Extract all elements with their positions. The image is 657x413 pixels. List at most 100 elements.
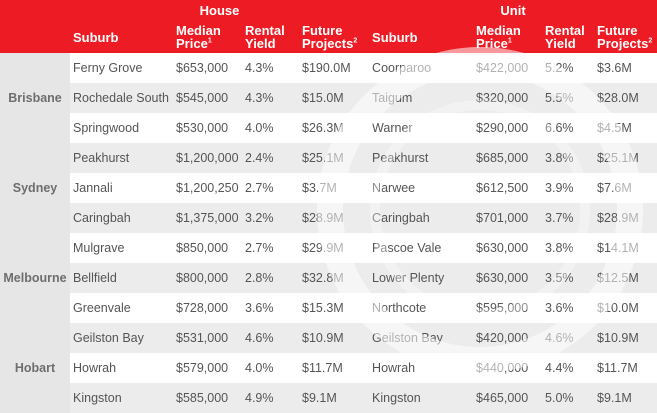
house-rental-yield-cell: 4.9% [242,383,299,413]
rental-label-line1: Rental [545,23,585,38]
group-header-unit: Unit [369,0,657,21]
house-median-price-cell: $531,000 [173,323,242,353]
house-future-projects-cell: $29.9M [299,233,370,263]
unit-suburb-cell: Howrah [369,353,474,383]
unit-rental-header: Rental Yield [542,21,595,53]
future-footnote-mark: 2 [648,37,653,45]
unit-rental-yield-cell: 3.5% [542,263,595,293]
house-median-header: Median Price1 [173,21,242,53]
rental-label-line2: Yield [245,36,276,51]
house-suburb-cell: Caringbah [70,203,173,233]
house-future-projects-cell: $10.9M [299,323,370,353]
table-row: Springwood $530,000 4.0% $26.3M Warner $290,0… [0,113,657,143]
unit-rental-yield-cell: 5.5% [542,83,595,113]
median-footnote-mark: 1 [207,37,212,45]
house-future-projects-cell: $9.1M [299,383,370,413]
house-suburb-cell: Jannali [70,173,173,203]
house-median-price-cell: $653,000 [173,53,242,83]
unit-rental-yield-cell: 5.0% [542,383,595,413]
house-median-price-cell: $1,200,000 [173,143,242,173]
unit-median-price-cell: $630,000 [473,263,543,293]
column-header-row: Suburb Median Price1 Rental Yield Future Pr… [0,21,657,53]
house-median-price-cell: $1,200,250 [173,173,242,203]
house-rental-yield-cell: 3.6% [242,293,299,323]
house-median-price-cell: $530,000 [173,113,242,143]
table-row: Brisbane Ferny Grove $653,000 4.3% $190.0M Co… [0,53,657,143]
house-future-projects-cell: $15.0M [299,83,370,113]
house-future-projects-cell: $28.9M [299,203,370,233]
unit-median-price-cell: $422,000 [473,53,543,83]
unit-suburb-cell: Kingston [369,383,474,413]
house-future-projects-cell: $190.0M [299,53,370,83]
unit-future-projects-cell: $25.1M [594,143,657,173]
unit-suburb-cell: Narwee [369,173,474,203]
unit-suburb-cell: Northcote [369,293,474,323]
unit-rental-yield-cell: 6.6% [542,113,595,143]
house-rental-yield-cell: 4.6% [242,323,299,353]
house-rental-yield-cell: 3.2% [242,203,299,233]
unit-future-projects-cell: $11.7M [594,353,657,383]
suburb-header-text: Suburb [372,29,418,45]
unit-suburb-cell: Taigum [369,83,474,113]
city-label-cell: Sydney [0,143,70,233]
group-header-house: House [70,0,370,21]
unit-future-projects-cell: $14.1M [594,233,657,263]
house-suburb-cell: Rochedale South [70,83,173,113]
table-body: Brisbane Ferny Grove $653,000 4.3% $190.0M Co… [0,53,657,413]
house-suburb-cell: Howrah [70,353,173,383]
house-future-projects-cell: $11.7M [299,353,370,383]
house-suburb-cell: Geilston Bay [70,323,173,353]
table-row: Hobart Geilston Bay $531,000 4.6% $10.9M Geil… [0,323,657,413]
median-label-line2: Price [176,36,208,51]
city-label-cell: Melbourne [0,233,70,323]
unit-suburb-cell: Pascoe Vale [369,233,474,263]
unit-rental-yield-cell: 4.6% [542,323,595,353]
house-rental-yield-cell: 4.3% [242,83,299,113]
unit-rental-yield-cell: 3.8% [542,143,595,173]
house-rental-header: Rental Yield [242,21,299,53]
unit-future-projects-cell: $28.0M [594,83,657,113]
column-header-blank [0,21,70,53]
table-row: Rochedale South $545,000 4.3% $15.0M Taigum $… [0,83,657,113]
house-median-price-cell: $545,000 [173,83,242,113]
house-rental-yield-cell: 4.3% [242,53,299,83]
group-header-blank [0,0,70,21]
house-suburb-cell: Greenvale [70,293,173,323]
table-row: Caringbah $1,375,000 3.2% $28.9M Caringbah $7… [0,203,657,233]
unit-rental-yield-cell: 3.7% [542,203,595,233]
house-suburb-cell: Kingston [70,383,173,413]
house-rental-yield-cell: 2.7% [242,233,299,263]
house-rental-yield-cell: 2.4% [242,143,299,173]
unit-suburb-cell: Lower Plenty [369,263,474,293]
house-suburb-header: Suburb [70,21,173,53]
unit-rental-yield-cell: 3.9% [542,173,595,203]
table-row: Howrah $579,000 4.0% $11.7M Howrah $440,000 4.… [0,353,657,383]
group-header-row: House Unit [0,0,657,21]
unit-suburb-cell: Warner [369,113,474,143]
table-row: Sydney Peakhurst $1,200,000 2.4% $25.1M Peakh… [0,143,657,233]
unit-rental-yield-cell: 5.2% [542,53,595,83]
unit-rental-yield-cell: 4.4% [542,353,595,383]
house-future-projects-cell: $32.8M [299,263,370,293]
house-future-projects-cell: $25.1M [299,143,370,173]
unit-future-projects-cell: $10.9M [594,323,657,353]
table-row: Jannali $1,200,250 2.7% $3.7M Narwee $612,500… [0,173,657,203]
city-label-cell: Brisbane [0,53,70,143]
house-median-price-cell: $850,000 [173,233,242,263]
future-footnote-mark: 2 [353,37,358,45]
unit-median-price-cell: $612,500 [473,173,543,203]
unit-future-projects-cell: $12.5M [594,263,657,293]
unit-future-projects-cell: $9.1M [594,383,657,413]
table-row: Greenvale $728,000 3.6% $15.3M Northcote $595… [0,293,657,323]
house-suburb-cell: Springwood [70,113,173,143]
suburb-header-text: Suburb [73,29,119,45]
rental-label-line1: Rental [245,23,285,38]
house-median-price-cell: $585,000 [173,383,242,413]
unit-future-projects-cell: $10.0M [594,293,657,323]
median-label-line1: Median [476,23,521,38]
table-row: Kingston $585,000 4.9% $9.1M Kingston $465,00… [0,383,657,413]
table-row: Melbourne Mulgrave $850,000 2.7% $29.9M Pasco… [0,233,657,323]
house-rental-yield-cell: 4.0% [242,353,299,383]
